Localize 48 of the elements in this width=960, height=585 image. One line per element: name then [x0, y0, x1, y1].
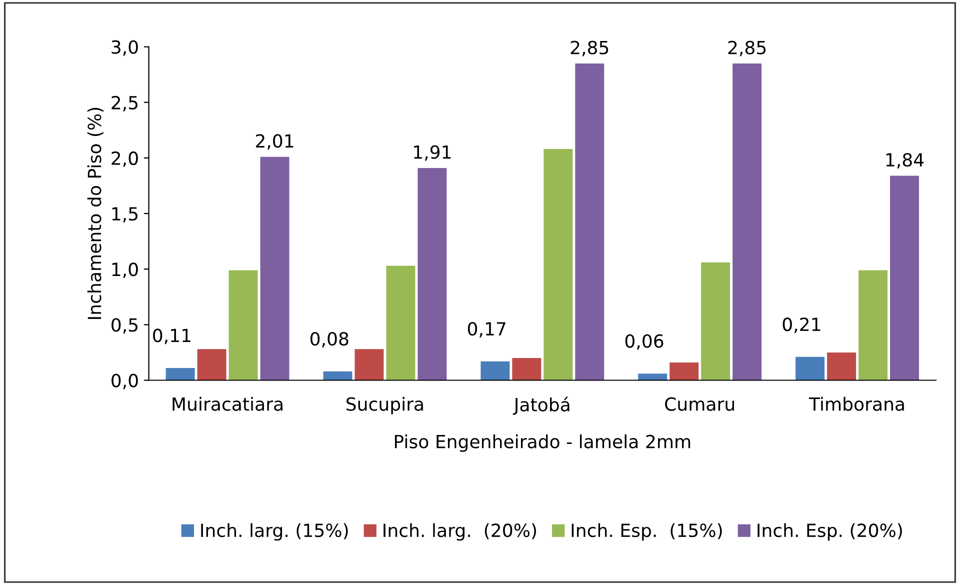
y-axis-title: Inchamento do Piso (%): [87, 108, 104, 319]
data-label: 0,11: [153, 328, 190, 344]
bar: [323, 371, 352, 380]
data-label: 2,85: [728, 40, 766, 56]
data-label: 1,84: [886, 153, 924, 169]
bar: [544, 149, 573, 380]
bar: [512, 358, 542, 380]
data-label: 2,01: [256, 134, 294, 150]
x-tick-label: Muiracatiara: [172, 396, 282, 411]
y-tick-label: 0,0: [112, 374, 138, 390]
data-label: 0,08: [310, 332, 348, 348]
x-tick-label: Timborana: [808, 396, 904, 411]
x-axis-title: Piso Engenheirado - lamela 2mm: [394, 434, 690, 452]
legend-label: Inch. larg. (20%): [384, 523, 536, 541]
bar: [670, 362, 699, 380]
legend-label: Inch. Esp. (15%): [572, 523, 722, 541]
legend-label: Inch. Esp. (20%): [758, 523, 902, 541]
bar: [386, 266, 416, 380]
bar: [796, 356, 825, 380]
data-label: 0,21: [782, 318, 820, 334]
legend-label: Inch. larg. (15%): [201, 523, 348, 541]
data-label: 2,85: [570, 40, 608, 56]
x-tick-label: Sucupira: [346, 396, 423, 414]
data-label: 0,17: [468, 322, 506, 338]
bar: [701, 262, 730, 380]
data-label: 0,06: [625, 334, 664, 350]
bar: [858, 270, 888, 380]
bar: [732, 63, 762, 380]
y-tick-label: 2,5: [112, 96, 138, 112]
bar: [638, 374, 668, 380]
bar: [260, 156, 290, 380]
bar: [228, 270, 258, 380]
bar: [166, 368, 195, 380]
x-tick-label: Cumaru: [665, 397, 734, 411]
data-label: 1,91: [414, 145, 451, 161]
bar: [418, 168, 447, 380]
bar: [890, 176, 919, 380]
y-tick-label: 0,5: [112, 318, 138, 334]
bar: [354, 349, 384, 380]
bar: [480, 361, 510, 380]
bar: [575, 63, 604, 380]
y-tick-label: 3,0: [112, 40, 138, 56]
y-tick-label: 1,0: [112, 262, 138, 278]
y-tick-label: 2,0: [112, 151, 138, 167]
bar: [827, 352, 856, 380]
x-tick-label: Jatobá: [512, 396, 570, 415]
bar: [197, 349, 226, 380]
y-tick-label: 1,5: [112, 207, 138, 222]
